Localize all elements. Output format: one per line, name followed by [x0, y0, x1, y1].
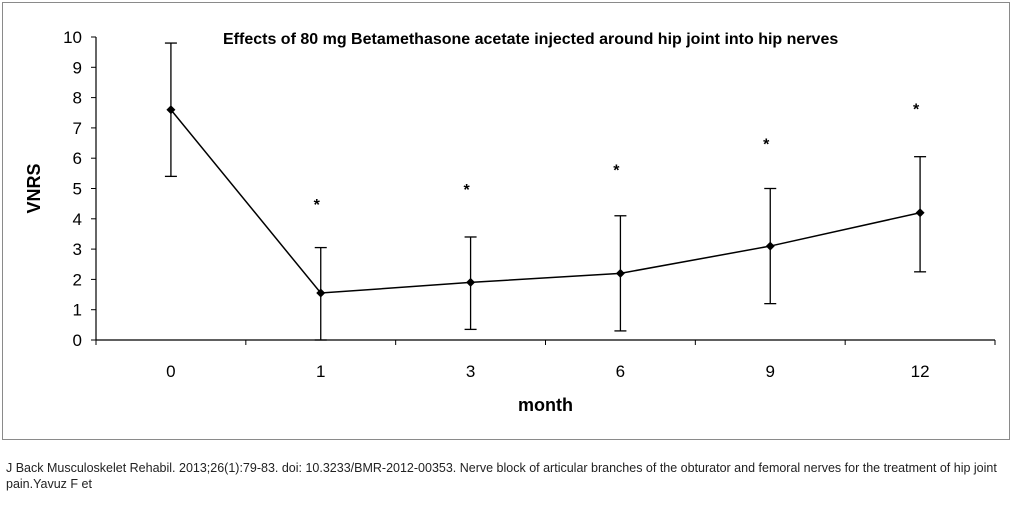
data-point — [615, 268, 625, 278]
y-tick-label: 5 — [73, 180, 82, 199]
series-line — [170, 109, 921, 294]
significance-marker: * — [314, 197, 321, 214]
x-tick-label: 0 — [166, 362, 175, 381]
y-tick-label: 8 — [73, 89, 82, 108]
data-point — [765, 241, 775, 251]
y-tick-label: 6 — [73, 149, 82, 168]
y-tick-label: 3 — [73, 240, 82, 259]
significance-marker: * — [463, 182, 470, 199]
figure-caption: J Back Musculoskelet Rehabil. 2013;26(1)… — [6, 461, 997, 491]
data-point — [915, 208, 925, 218]
significance-marker: * — [763, 137, 770, 154]
data-point — [316, 288, 326, 298]
y-axis-label: VNRS — [24, 163, 44, 213]
chart-frame: Effects of 80 mg Betamethasone acetate i… — [2, 2, 1010, 440]
y-tick-label: 1 — [73, 301, 82, 320]
x-axis-label: month — [518, 395, 573, 415]
line-chart: Effects of 80 mg Betamethasone acetate i… — [24, 28, 996, 415]
x-tick-label: 12 — [911, 362, 930, 381]
y-tick-label: 0 — [73, 331, 82, 350]
chart-title: Effects of 80 mg Betamethasone acetate i… — [223, 31, 838, 48]
data-point — [466, 277, 476, 287]
y-tick-label: 7 — [73, 119, 82, 138]
y-tick-label: 4 — [73, 210, 82, 229]
significance-marker: * — [913, 102, 920, 119]
significance-marker: * — [613, 162, 620, 179]
x-tick-label: 1 — [316, 362, 325, 381]
y-tick-label: 2 — [73, 270, 82, 289]
y-tick-label: 9 — [73, 58, 82, 77]
x-tick-label: 9 — [766, 362, 775, 381]
y-tick-label: 10 — [63, 28, 82, 47]
x-tick-label: 3 — [466, 362, 475, 381]
data-point — [166, 105, 176, 115]
x-tick-label: 6 — [616, 362, 625, 381]
